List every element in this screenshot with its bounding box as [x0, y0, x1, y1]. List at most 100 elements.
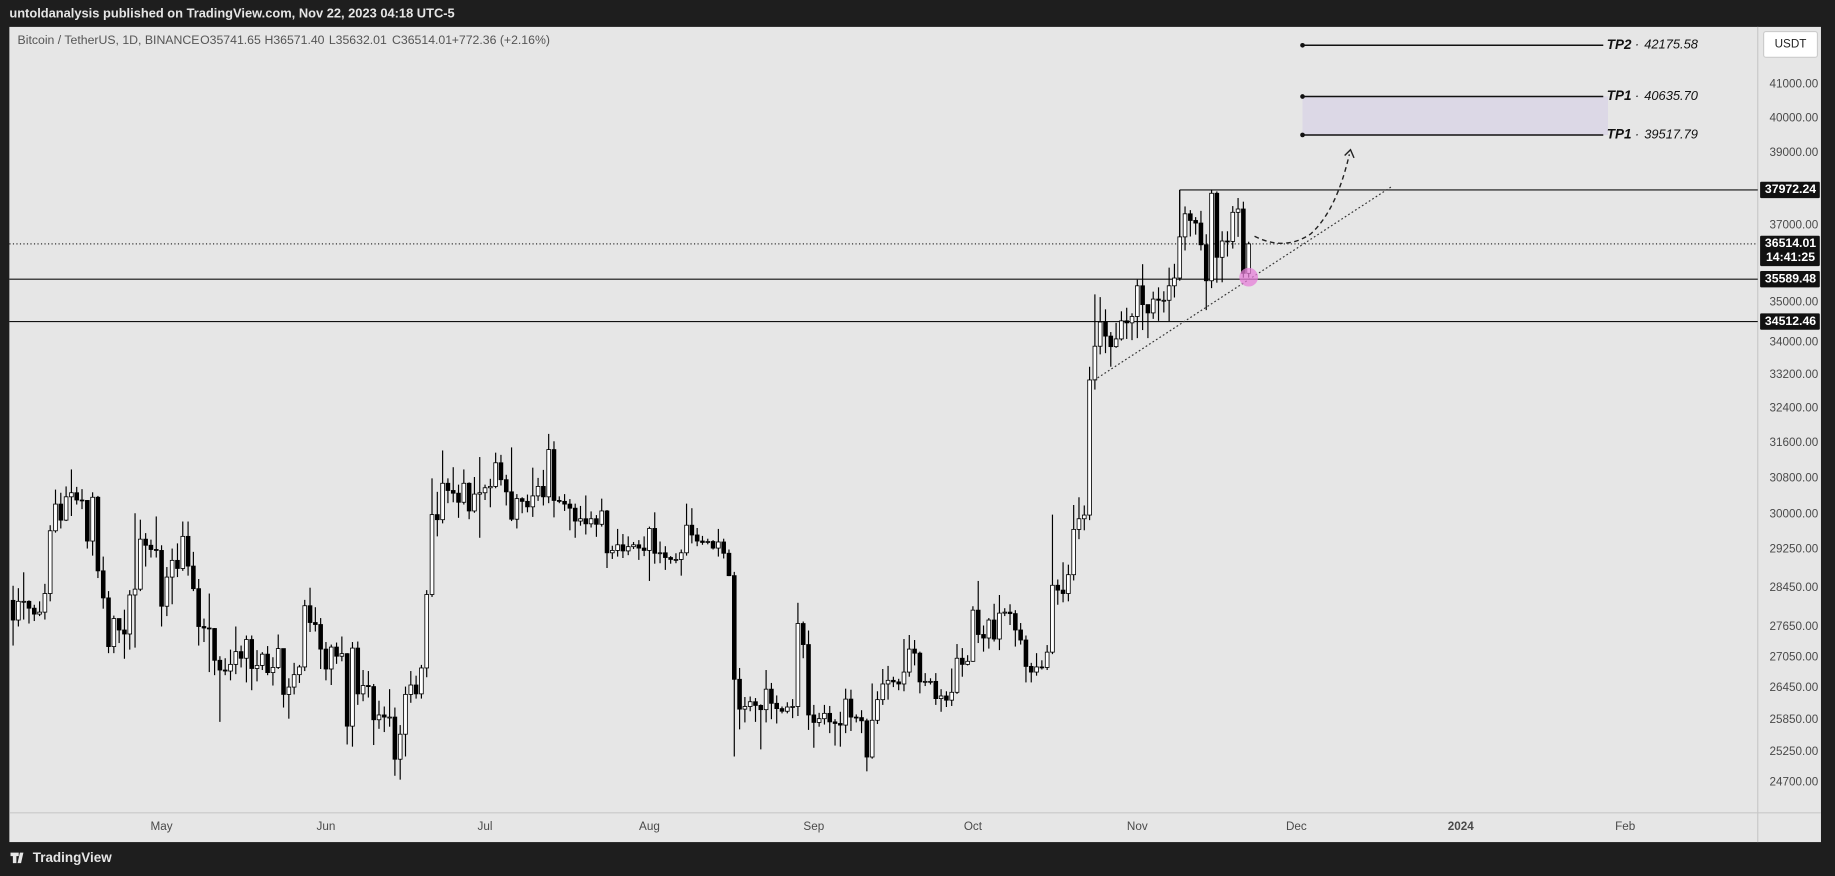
candle-body: [1087, 379, 1092, 516]
candle-body: [1097, 321, 1103, 347]
candle-body: [1124, 320, 1129, 324]
candle-body: [403, 693, 408, 735]
candle-body: [652, 528, 658, 554]
candle-body: [122, 629, 127, 635]
x-tick-label: Jul: [478, 820, 493, 833]
candle-body: [625, 546, 631, 552]
currency-label[interactable]: USDT: [1775, 38, 1807, 51]
candle-body: [1023, 639, 1029, 667]
candle-body: [270, 667, 276, 674]
candle-body: [169, 559, 175, 578]
y-tick-label: 25250.00: [1769, 745, 1818, 758]
y-tick-label: 29250.00: [1769, 543, 1818, 556]
candle-body: [615, 544, 620, 551]
candle-body: [207, 627, 212, 630]
target-price: 42175.58: [1644, 37, 1699, 52]
candle-body: [244, 639, 249, 659]
candle-body: [509, 491, 514, 520]
candle-body: [1076, 518, 1082, 530]
candle-body: [912, 648, 917, 654]
candle-body: [631, 544, 636, 548]
change-value: +772.36 (+2.16%): [452, 33, 550, 47]
level-label-box: [1760, 181, 1820, 199]
candle-body: [694, 534, 700, 542]
candle-body: [525, 500, 530, 508]
candle-body: [440, 482, 445, 521]
candle-body: [180, 535, 186, 569]
symbol-legend: Bitcoin / TetherUS, 1D, BINANCE O35741.6…: [18, 33, 550, 47]
candle-body: [779, 708, 785, 712]
symbol: Bitcoin / TetherUS, 1D, BINANCE: [18, 33, 200, 47]
candle-body: [758, 705, 764, 711]
candle-body: [684, 524, 689, 554]
x-tick-label: Nov: [1127, 820, 1148, 833]
level-label: 37972.24: [1765, 182, 1816, 196]
candle-body: [456, 492, 461, 503]
candle-body: [1066, 574, 1071, 594]
candle-body: [843, 698, 848, 726]
candle-body: [191, 565, 196, 590]
candle-body: [1044, 651, 1050, 668]
candle-body: [366, 685, 371, 687]
candle-body: [233, 651, 239, 665]
candle-body: [1140, 285, 1145, 306]
candle-body: [710, 541, 716, 549]
level-label: 35589.48: [1765, 271, 1816, 285]
candle-body: [1214, 192, 1220, 258]
candle-body: [716, 541, 721, 549]
brand-logo: [10, 852, 24, 864]
x-tick-label: 2024: [1448, 820, 1475, 833]
x-tick-label: Oct: [964, 820, 983, 833]
candle-body: [100, 570, 106, 599]
candle-body: [1235, 208, 1241, 213]
candle-body: [254, 664, 260, 669]
candle-body: [32, 607, 37, 615]
candle-body: [663, 552, 668, 558]
candle-body: [1119, 320, 1124, 340]
high-value: H36571.40: [264, 33, 324, 47]
candle-body: [806, 644, 811, 716]
candle-body: [933, 680, 939, 699]
candle-body: [408, 684, 414, 695]
candle-body: [1007, 611, 1013, 615]
candle-body: [869, 719, 875, 758]
candle-body: [382, 714, 387, 718]
y-tick-label: 25850.00: [1769, 713, 1818, 726]
y-tick-label: 31600.00: [1769, 436, 1818, 449]
candle-body: [848, 698, 854, 718]
candle-body: [636, 544, 642, 549]
candle-body: [132, 588, 138, 596]
candle-body: [827, 712, 833, 723]
candle-body: [986, 619, 992, 639]
candle-body: [562, 500, 567, 505]
candle-body: [238, 651, 244, 659]
candle-body: [217, 659, 223, 671]
candle-body: [318, 624, 323, 650]
candle-body: [1166, 285, 1172, 301]
candle-body: [10, 599, 16, 621]
candle-body: [371, 686, 376, 721]
target-anchor: [1300, 94, 1305, 99]
candle-body: [975, 609, 981, 635]
candle-body: [1150, 298, 1156, 314]
candle-body: [85, 500, 90, 542]
candle-body: [1241, 208, 1246, 274]
last-price-label: 36514.01: [1765, 236, 1816, 250]
candle-body: [228, 663, 233, 672]
candle-body: [832, 721, 838, 724]
candle-body: [461, 482, 467, 503]
candle-body: [153, 549, 159, 551]
publish-info: untoldanalysis published on TradingView.…: [9, 5, 454, 20]
currency-button[interactable]: [1763, 30, 1819, 58]
candle-body: [47, 530, 53, 594]
candle-body: [816, 718, 822, 723]
touch-marker: [1239, 267, 1259, 287]
candle-body: [143, 538, 148, 546]
candle-body: [519, 498, 525, 502]
candle-body: [1092, 345, 1098, 381]
low-value: L35632.01: [329, 33, 387, 47]
close-value: C36514.01: [392, 33, 452, 47]
candle-body: [620, 544, 626, 552]
candle-body: [1071, 528, 1076, 576]
x-tick-label: May: [151, 820, 173, 833]
